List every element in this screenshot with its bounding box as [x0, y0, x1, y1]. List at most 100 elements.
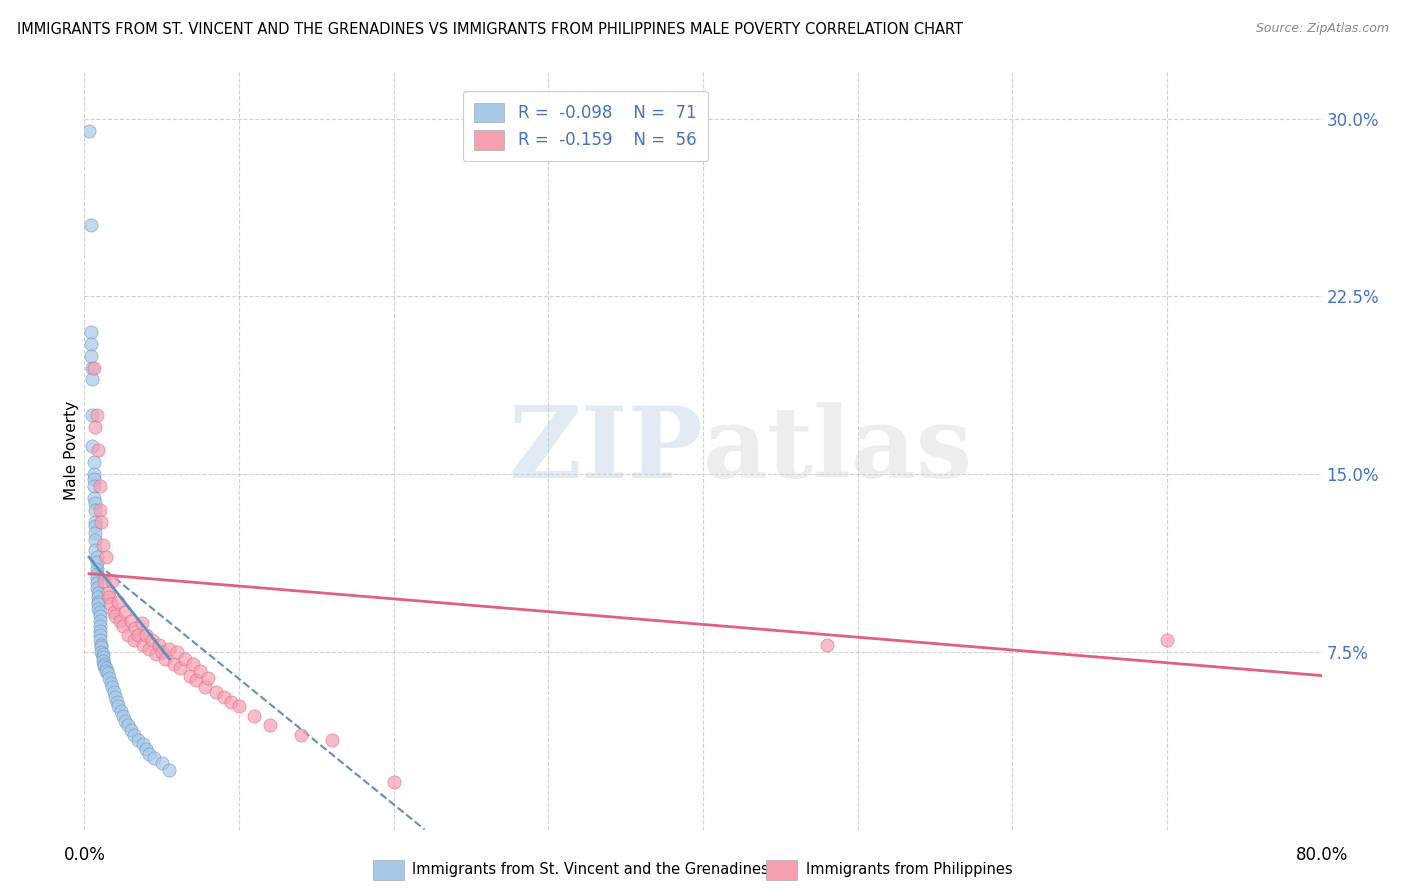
Point: [103, 685, 125, 699]
Point: [84, 419, 107, 434]
Point: [174, 652, 197, 666]
Point: [82, 372, 104, 386]
Point: [194, 681, 217, 695]
Point: [89, 609, 111, 624]
Point: [163, 657, 186, 671]
Point: [321, 732, 343, 747]
Text: 80.0%: 80.0%: [1295, 847, 1348, 864]
Point: [87, 585, 110, 599]
Point: [122, 633, 145, 648]
Point: [87, 598, 110, 612]
Point: [86, 408, 108, 422]
Point: [101, 681, 124, 695]
Point: [382, 775, 405, 789]
Point: [79, 325, 101, 339]
Point: [86, 550, 108, 565]
Point: [89, 619, 111, 633]
Point: [93, 659, 115, 673]
Point: [91, 538, 114, 552]
Y-axis label: Male Poverty: Male Poverty: [63, 401, 79, 500]
Point: [83, 455, 105, 469]
Point: [120, 614, 142, 628]
Point: [124, 621, 146, 635]
Point: [138, 642, 160, 657]
Point: [89, 633, 111, 648]
Point: [243, 708, 266, 723]
Point: [169, 661, 191, 675]
Point: [100, 675, 122, 690]
Point: [90, 638, 112, 652]
Point: [89, 479, 111, 493]
Point: [93, 574, 115, 588]
Point: [94, 550, 117, 565]
Legend: R =  -0.098    N =  71, R =  -0.159    N =  56: R = -0.098 N = 71, R = -0.159 N = 56: [463, 91, 709, 161]
Point: [815, 638, 838, 652]
Point: [77, 123, 100, 137]
Point: [84, 515, 107, 529]
Point: [91, 647, 114, 661]
Point: [127, 628, 149, 642]
Point: [219, 695, 242, 709]
Point: [89, 605, 111, 619]
Point: [87, 595, 110, 609]
Point: [212, 690, 235, 704]
Point: [96, 585, 118, 599]
Point: [181, 657, 204, 671]
Point: [117, 718, 139, 732]
Point: [82, 360, 104, 375]
Point: [100, 598, 122, 612]
Point: [94, 664, 117, 678]
Point: [84, 502, 107, 516]
Point: [150, 756, 173, 771]
Point: [86, 566, 108, 581]
Point: [84, 519, 107, 533]
Point: [83, 472, 105, 486]
Point: [83, 467, 105, 482]
Point: [117, 628, 139, 642]
Point: [197, 671, 219, 685]
Point: [159, 764, 180, 778]
Point: [148, 638, 170, 652]
Point: [98, 671, 121, 685]
Point: [89, 624, 111, 638]
Text: Immigrants from St. Vincent and the Grenadines: Immigrants from St. Vincent and the Gren…: [412, 863, 769, 877]
Point: [127, 732, 149, 747]
Point: [122, 728, 145, 742]
Point: [94, 661, 117, 675]
Point: [101, 574, 124, 588]
Point: [141, 633, 163, 648]
Point: [108, 614, 131, 628]
Point: [132, 638, 155, 652]
Point: [89, 628, 111, 642]
Point: [84, 526, 107, 541]
Point: [93, 657, 115, 671]
Point: [83, 360, 105, 375]
Point: [87, 602, 110, 616]
Text: IMMIGRANTS FROM ST. VINCENT AND THE GRENADINES VS IMMIGRANTS FROM PHILIPPINES MA: IMMIGRANTS FROM ST. VINCENT AND THE GREN…: [17, 22, 963, 37]
Point: [84, 533, 107, 548]
Point: [86, 562, 108, 576]
Point: [135, 742, 157, 756]
Point: [135, 628, 157, 642]
Point: [138, 747, 160, 761]
Point: [290, 728, 312, 742]
Point: [112, 708, 135, 723]
Point: [90, 515, 112, 529]
Point: [86, 571, 108, 585]
Point: [105, 695, 128, 709]
Text: Source: ZipAtlas.com: Source: ZipAtlas.com: [1256, 22, 1389, 36]
Point: [82, 439, 104, 453]
Point: [91, 654, 114, 668]
Point: [104, 690, 127, 704]
Point: [153, 652, 176, 666]
Point: [131, 616, 153, 631]
Text: 0.0%: 0.0%: [63, 847, 105, 864]
Point: [120, 723, 142, 737]
Point: [89, 502, 111, 516]
Point: [87, 591, 110, 605]
Point: [205, 685, 228, 699]
Point: [86, 581, 108, 595]
Point: [83, 479, 105, 493]
Point: [179, 668, 201, 682]
Point: [107, 699, 129, 714]
